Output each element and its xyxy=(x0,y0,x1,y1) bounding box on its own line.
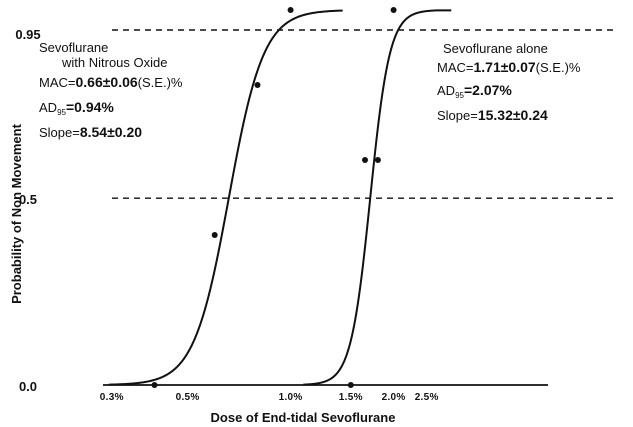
x-tick-label-05: 0.5% xyxy=(176,392,200,403)
curve-series-2 xyxy=(303,9,452,386)
mac-label: MAC= xyxy=(437,60,473,75)
x-tick-label-03: 0.3% xyxy=(100,392,124,403)
mac-value: 0.66±0.06 xyxy=(75,74,137,90)
annotation-right-slope: Slope=15.32±0.24 xyxy=(437,107,548,123)
x-tick-label-2: 2.0% xyxy=(382,392,406,403)
ad-label: AD xyxy=(39,100,57,115)
x-axis-title: Dose of End-tidal Sevoflurane xyxy=(211,410,396,425)
y-tick-label-00: 0.0 xyxy=(19,379,37,394)
x-tick-label-1: 1.0% xyxy=(279,392,303,403)
slope-label: Slope= xyxy=(39,125,80,140)
ad-label: AD xyxy=(437,83,455,98)
series-layer xyxy=(108,7,452,388)
annotation-right: Sevoflurane alone MAC=1.71±0.07(S.E.)% A… xyxy=(437,41,581,123)
x-tick-label-25: 2.5% xyxy=(415,392,439,403)
annotation-left-line1: Sevoflurane xyxy=(39,40,108,55)
y-axis-title: Probability of Non Movement xyxy=(9,123,24,304)
annotation-left-slope: Slope=8.54±0.20 xyxy=(39,124,142,140)
annotation-left: Sevoflurane with Nitrous Oxide MAC=0.66±… xyxy=(39,40,183,140)
data-point-series-1-4 xyxy=(287,7,294,13)
data-point-series-2-2 xyxy=(362,157,368,163)
mac-se: (S.E.)% xyxy=(536,60,581,75)
annotation-right-line1: Sevoflurane alone xyxy=(443,41,548,56)
data-point-series-1-2 xyxy=(211,232,218,238)
ad-value: =2.07% xyxy=(464,82,512,98)
annotation-right-ad: AD95=2.07% xyxy=(437,82,512,100)
annotation-left-line2: with Nitrous Oxide xyxy=(61,55,167,70)
x-tick-label-15: 1.5% xyxy=(339,392,363,403)
mac-se: (S.E.)% xyxy=(138,75,183,90)
x-tick-labels: 0.3% 0.5% 1.0% 1.5% 2.0% 2.5% xyxy=(100,392,439,403)
ad-subscript: 95 xyxy=(57,108,66,117)
slope-value: 15.32±0.24 xyxy=(478,107,548,123)
slope-value: 8.54±0.20 xyxy=(80,124,142,140)
data-point-series-2-1 xyxy=(347,382,354,388)
annotation-left-ad: AD95=0.94% xyxy=(39,99,114,117)
ad-value: =0.94% xyxy=(66,99,114,115)
mac-value: 1.71±0.07 xyxy=(473,59,535,75)
y-tick-label-095: 0.95 xyxy=(15,27,40,42)
ad-subscript: 95 xyxy=(455,91,464,100)
data-point-series-2-3 xyxy=(374,157,381,163)
data-point-series-2-4 xyxy=(390,7,397,13)
curve-series-1 xyxy=(108,9,343,386)
mac-label: MAC= xyxy=(39,75,75,90)
y-tick-label-05: 0.5 xyxy=(19,192,37,207)
annotation-right-mac: MAC=1.71±0.07(S.E.)% xyxy=(437,59,581,75)
slope-label: Slope= xyxy=(437,108,478,123)
data-point-series-1-3 xyxy=(254,82,261,88)
annotation-left-mac: MAC=0.66±0.06(S.E.)% xyxy=(39,74,183,90)
data-point-series-1-1 xyxy=(151,382,158,388)
